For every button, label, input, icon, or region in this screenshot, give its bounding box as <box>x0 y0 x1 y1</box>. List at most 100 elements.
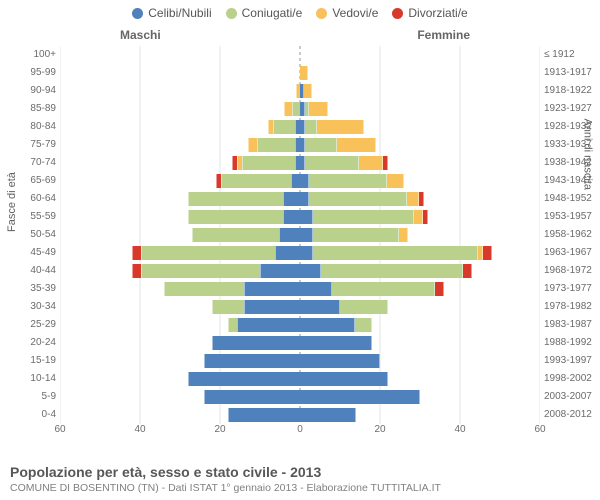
bar-segment <box>204 390 300 404</box>
bar-segment <box>248 138 257 152</box>
age-label: 65-69 <box>4 172 56 190</box>
male-heading: Maschi <box>120 28 161 42</box>
age-label: 0-4 <box>4 406 56 424</box>
x-tick: 40 <box>454 424 465 435</box>
bar-segment <box>132 246 141 260</box>
bar-segment <box>192 228 279 242</box>
bar-segment <box>407 192 420 206</box>
birth-year-label: 1943-1947 <box>544 172 598 190</box>
birth-year-label: 1963-1967 <box>544 244 598 262</box>
age-row: 85-891923-1927 <box>60 100 540 118</box>
bar-segment <box>260 264 300 278</box>
legend-swatch <box>392 8 403 19</box>
bar-segment <box>337 138 376 152</box>
male-bar <box>228 318 300 332</box>
birth-year-label: 1953-1957 <box>544 208 598 226</box>
female-bar <box>300 336 372 350</box>
bar-segment <box>419 192 424 206</box>
bar-segment <box>188 210 283 224</box>
age-label: 55-59 <box>4 208 56 226</box>
x-tick: 60 <box>54 424 65 435</box>
age-label: 25-29 <box>4 316 56 334</box>
bar-segment <box>414 210 423 224</box>
age-row: 75-791933-1937 <box>60 136 540 154</box>
bar-segment <box>244 282 300 296</box>
plot-area: 100+≤ 191295-991913-191790-941918-192285… <box>60 46 540 424</box>
female-bar <box>300 156 388 170</box>
male-bar <box>188 372 300 386</box>
female-bar <box>300 192 424 206</box>
birth-year-label: 1948-1952 <box>544 190 598 208</box>
male-bar <box>232 156 300 170</box>
age-label: 5-9 <box>4 388 56 406</box>
age-row: 70-741938-1942 <box>60 154 540 172</box>
chart-container: Celibi/NubiliConiugati/eVedovi/eDivorzia… <box>0 0 600 500</box>
age-label: 15-19 <box>4 352 56 370</box>
bar-segment <box>300 372 388 386</box>
chart-title: Popolazione per età, sesso e stato civil… <box>10 464 590 480</box>
bar-segment <box>483 246 492 260</box>
chart-footer: Popolazione per età, sesso e stato civil… <box>10 464 590 494</box>
male-bar <box>188 210 300 224</box>
bar-segment <box>340 300 388 314</box>
birth-year-label: 1998-2002 <box>544 370 598 388</box>
male-bar <box>192 228 300 242</box>
female-heading: Femmine <box>417 28 470 42</box>
bar-segment <box>300 390 420 404</box>
age-label: 50-54 <box>4 226 56 244</box>
bar-segment <box>305 120 317 134</box>
male-bar <box>268 120 300 134</box>
bar-segment <box>317 120 364 134</box>
bar-segment <box>321 264 463 278</box>
age-row: 15-191993-1997 <box>60 352 540 370</box>
bar-segment <box>132 264 141 278</box>
male-bar <box>164 282 300 296</box>
x-tick: 40 <box>134 424 145 435</box>
male-bar <box>204 354 300 368</box>
age-label: 35-39 <box>4 280 56 298</box>
bar-segment <box>188 192 283 206</box>
age-row: 45-491963-1967 <box>60 244 540 262</box>
age-label: 95-99 <box>4 64 56 82</box>
bar-segment <box>300 66 308 80</box>
bar-segment <box>291 174 300 188</box>
age-label: 70-74 <box>4 154 56 172</box>
legend-label: Coniugati/e <box>242 6 303 20</box>
age-label: 45-49 <box>4 244 56 262</box>
bar-segment <box>359 156 383 170</box>
bar-segment <box>204 354 300 368</box>
bar-segment <box>212 336 300 350</box>
bar-segment <box>463 264 472 278</box>
age-label: 30-34 <box>4 298 56 316</box>
bar-segment <box>435 282 444 296</box>
bar-segment <box>284 102 292 116</box>
bar-segment <box>300 210 313 224</box>
age-row: 35-391973-1977 <box>60 280 540 298</box>
age-label: 100+ <box>4 46 56 64</box>
birth-year-label: 1938-1942 <box>544 154 598 172</box>
bar-segment <box>300 228 313 242</box>
female-bar <box>300 84 312 98</box>
bar-segment <box>141 264 260 278</box>
bar-segment <box>309 192 407 206</box>
male-bar <box>216 174 300 188</box>
chart-subtitle: COMUNE DI BOSENTINO (TN) - Dati ISTAT 1°… <box>10 482 590 494</box>
bar-segment <box>300 300 340 314</box>
bar-segment <box>228 318 237 332</box>
male-bar <box>212 300 300 314</box>
legend-item: Coniugati/e <box>226 6 303 20</box>
bar-segment <box>188 372 300 386</box>
female-bar <box>300 138 376 152</box>
bar-segment <box>313 210 415 224</box>
age-label: 40-44 <box>4 262 56 280</box>
x-tick: 20 <box>374 424 385 435</box>
age-row: 90-941918-1922 <box>60 82 540 100</box>
birth-year-label: 1968-1972 <box>544 262 598 280</box>
male-bar <box>248 138 300 152</box>
legend-label: Vedovi/e <box>332 6 378 20</box>
legend-swatch <box>132 8 143 19</box>
bar-segment <box>309 174 388 188</box>
bar-segment <box>383 156 388 170</box>
age-label: 60-64 <box>4 190 56 208</box>
birth-year-label: 1918-1922 <box>544 82 598 100</box>
